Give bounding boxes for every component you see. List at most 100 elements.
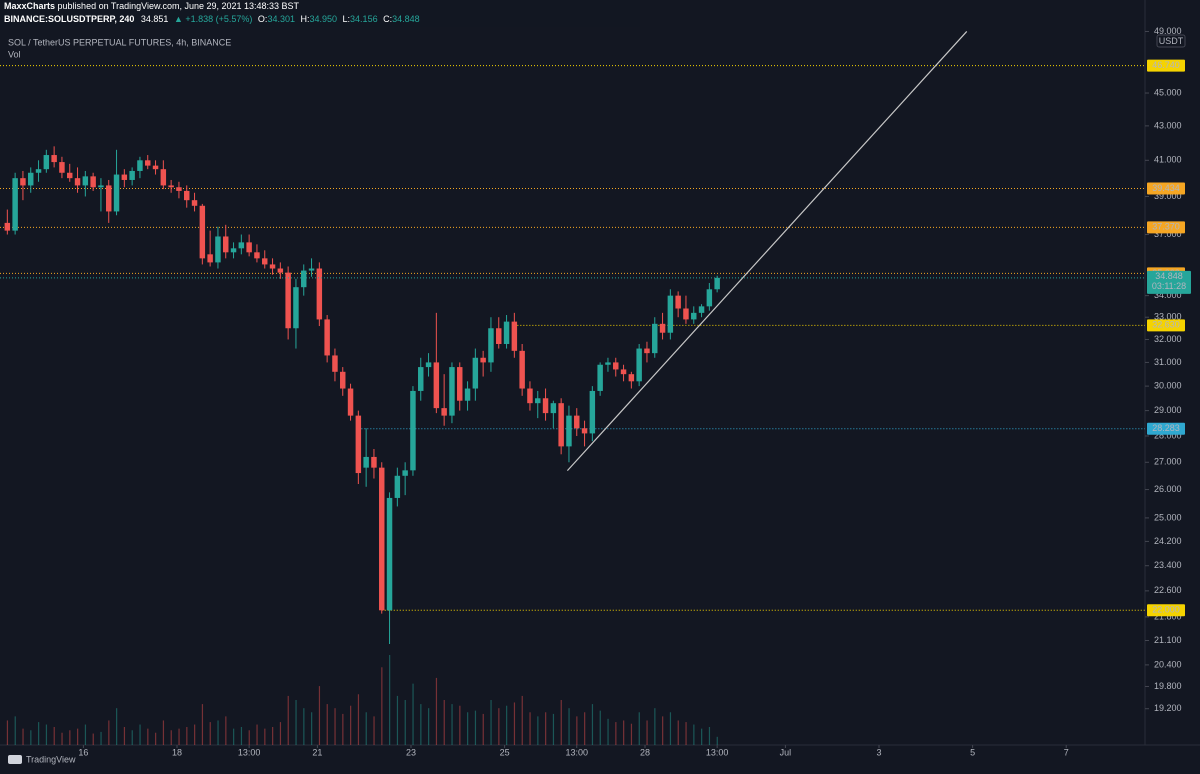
candle-body <box>184 190 190 201</box>
header-line-2: BINANCE:SOLUSDTPERP, 240 34.851 ▲ +1.838… <box>4 14 420 24</box>
candle-body <box>129 170 135 180</box>
candle-body <box>207 254 213 263</box>
volume-bar <box>568 708 570 745</box>
volume-bar <box>716 736 718 745</box>
candle-body <box>620 369 627 375</box>
l-value: 34.156 <box>350 14 378 24</box>
candle-body <box>574 415 580 429</box>
volume-bar <box>412 683 414 745</box>
volume-bar <box>131 730 133 745</box>
volume-bar <box>490 700 492 745</box>
candle-body <box>613 362 619 370</box>
volume-bar <box>295 700 297 745</box>
volume-bar <box>591 704 594 745</box>
volume-bar <box>334 708 336 745</box>
candle-body <box>457 367 463 401</box>
candle-body <box>667 295 674 333</box>
candle-body <box>433 362 440 409</box>
volume-bar <box>373 716 375 745</box>
y-tick-label: 33.000 <box>1154 312 1182 322</box>
volume-bar <box>272 727 274 745</box>
volume-bar <box>435 677 438 745</box>
y-tick-label: 22.600 <box>1154 585 1182 595</box>
candle-body <box>394 475 401 498</box>
candle-body <box>402 470 408 476</box>
volume-bar <box>498 708 500 745</box>
candle-body <box>714 277 720 290</box>
header-bg <box>0 0 640 27</box>
candle-body <box>550 403 557 414</box>
y-tick-label: 39.000 <box>1154 191 1182 201</box>
x-tick-label: 5 <box>970 747 975 757</box>
volume-bar <box>521 695 523 745</box>
h-label: H: <box>300 14 309 24</box>
volume-bar <box>350 705 352 745</box>
candle-body <box>67 172 73 179</box>
volume-bar <box>685 722 687 745</box>
volume-bar <box>162 720 165 745</box>
volume-bar <box>443 700 445 745</box>
trend-line <box>566 31 968 472</box>
y-tick-label: 19.800 <box>1154 681 1182 691</box>
volume-bar <box>225 716 227 745</box>
volume-bar <box>607 718 609 745</box>
level-tag <box>1147 422 1185 435</box>
volume-bar <box>69 730 71 745</box>
y-tick-label: 23.400 <box>1154 560 1182 570</box>
candle-body <box>285 272 291 329</box>
level-tag-label: 28.283 <box>1152 423 1180 433</box>
level-tag-label: 37.370 <box>1152 222 1180 232</box>
volume-bar <box>654 708 656 745</box>
x-tick-label: 25 <box>500 747 510 757</box>
candle-body <box>269 264 276 269</box>
candle-body <box>503 321 510 344</box>
candle-body <box>308 268 315 271</box>
volume-bar <box>537 716 539 745</box>
candle-body <box>277 268 284 273</box>
volume-bar <box>677 720 679 745</box>
candle-body <box>332 355 338 372</box>
level-tag <box>1147 221 1185 234</box>
candle-body <box>98 185 104 188</box>
last-price-tag <box>1147 270 1191 294</box>
volume-bar <box>389 655 391 745</box>
header-line-1: MaxxCharts published on TradingView.com,… <box>4 1 300 11</box>
candle-body <box>355 415 362 474</box>
volume-bar <box>552 713 555 745</box>
candle-body <box>706 289 713 307</box>
candle-body <box>449 367 455 416</box>
candle-body <box>160 169 167 186</box>
candle-body <box>675 295 681 309</box>
volume-bar <box>545 712 547 745</box>
volume-bar <box>264 728 266 745</box>
volume-bar <box>155 732 157 745</box>
volume-bar <box>6 720 9 745</box>
candle-body <box>4 222 11 231</box>
volume-bar <box>209 722 211 745</box>
x-tick-label: 13:00 <box>706 747 729 757</box>
volume-bar <box>186 727 188 745</box>
candle-body <box>121 174 128 180</box>
volume-bar <box>77 728 79 745</box>
volume-bar <box>84 724 87 745</box>
candle-body <box>363 456 369 468</box>
candle-body <box>145 160 151 166</box>
o-value: 34.301 <box>267 14 295 24</box>
candle-body <box>535 398 541 404</box>
volume-bar <box>615 722 617 745</box>
y-tick-label: 34.000 <box>1154 290 1182 300</box>
volume-bar <box>45 724 48 745</box>
candle-body <box>581 428 588 434</box>
currency: USDT <box>1159 36 1184 46</box>
candle-body <box>659 323 666 333</box>
candle-body <box>113 174 120 212</box>
volume-bar <box>248 730 250 745</box>
level-tag-label: 32.630 <box>1152 320 1180 330</box>
candle-body <box>215 236 221 263</box>
author: MaxxCharts <box>4 1 55 11</box>
volume-bar <box>669 712 672 745</box>
volume-bar <box>194 724 196 745</box>
volume-bar <box>467 712 469 745</box>
candle-body <box>43 155 50 170</box>
volume-bar <box>256 724 258 745</box>
